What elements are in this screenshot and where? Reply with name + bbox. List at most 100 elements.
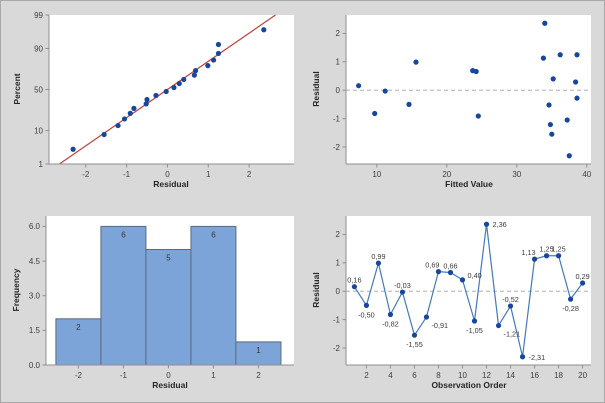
plot-area	[346, 216, 591, 365]
data-point-marker	[143, 101, 149, 107]
x-tick-label: 4	[388, 371, 393, 380]
data-point-marker	[507, 303, 514, 309]
point-value-label: 1,25	[551, 245, 565, 254]
y-axis-title-histogram: Frequency	[11, 268, 21, 312]
point-value-label: -0,52	[502, 295, 519, 304]
data-point-marker	[564, 117, 570, 123]
data-point-marker	[261, 27, 267, 33]
y-tick-label: 3.0	[29, 291, 41, 300]
data-point-marker	[411, 332, 418, 338]
point-value-label: -1,21	[504, 330, 521, 339]
point-value-label: 0,16	[347, 276, 361, 285]
data-point-marker	[181, 76, 187, 83]
data-points	[351, 221, 586, 360]
x-axis-title-histogram: Residual	[152, 380, 188, 390]
data-point-marker	[153, 92, 159, 99]
y-tick-label: 4.5	[29, 257, 41, 266]
x-tick-label: 18	[554, 371, 563, 380]
data-point-marker	[351, 284, 358, 290]
point-value-label: -1,55	[406, 340, 423, 349]
data-point-marker	[215, 41, 222, 48]
histogram-bar	[100, 225, 147, 366]
data-point-marker	[573, 79, 579, 85]
data-point-marker	[546, 102, 552, 108]
data-point-marker	[356, 83, 362, 89]
axes	[45, 216, 294, 366]
point-value-labels: 0,16 -0,50 0,99 -0,82 -0,03 -1,55 -0,91 0,69 0,6…	[347, 220, 589, 362]
y-tick-label: 50	[34, 85, 43, 94]
data-point-marker	[375, 260, 382, 266]
data-point-marker	[115, 122, 121, 129]
point-value-label: -0,03	[394, 281, 411, 290]
x-tick-label: 20	[442, 170, 451, 179]
data-point-marker	[459, 277, 466, 283]
x-tick-label: 10	[458, 371, 467, 380]
y-tick-label: 90	[34, 44, 43, 53]
residuals-vs-fitted-plot: 10 20 30 40 -2 -1 0 1 2	[333, 15, 592, 179]
data-point-marker	[387, 311, 394, 318]
x-tick-label: 1	[206, 170, 211, 179]
x-axis-title-fitted-plot: Fitted Value	[445, 179, 493, 189]
data-point-marker	[435, 269, 442, 275]
plot-area	[49, 15, 294, 164]
point-value-label: 1,25	[539, 245, 553, 254]
data-point-marker	[163, 88, 169, 95]
x-tick-label: -2	[82, 170, 90, 179]
y-tick-label: 99	[34, 11, 43, 20]
data-point-marker	[131, 105, 137, 111]
x-tick-label: 2	[256, 371, 261, 380]
y-tick-label: 1	[39, 160, 44, 169]
point-value-label: -0,50	[358, 310, 375, 319]
y-tick-label: 6.0	[29, 222, 41, 231]
data-point-marker	[540, 55, 546, 61]
histogram-bar	[55, 318, 102, 366]
x-axis-title-order-plot: Observation Order	[431, 380, 507, 390]
point-value-label: 0,29	[575, 272, 589, 281]
point-value-label: 1,13	[521, 248, 535, 257]
data-point-marker	[550, 76, 556, 82]
x-tick-label: -2	[75, 371, 83, 380]
data-point-marker	[176, 80, 182, 87]
data-point-marker	[101, 131, 107, 138]
data-point-marker	[121, 116, 128, 122]
data-point-marker	[473, 68, 479, 75]
y-tick-label: -1	[333, 315, 341, 324]
data-point-marker	[171, 84, 177, 91]
data-point-marker	[70, 146, 76, 152]
x-tick-label: 12	[482, 371, 491, 380]
axes	[345, 216, 591, 366]
data-point-marker	[483, 221, 490, 227]
data-points	[356, 20, 580, 159]
data-point-marker	[531, 256, 538, 262]
data-point-marker	[471, 318, 478, 324]
x-tick-label: 0	[166, 371, 171, 380]
y-axis-title-normal-plot: Percent	[12, 73, 22, 105]
y-axis-title-order-plot: Residual	[311, 272, 321, 308]
histogram-bar	[145, 248, 192, 366]
y-tick-label: 0.0	[29, 361, 41, 370]
x-tick-label: 2	[247, 170, 252, 179]
y-tick-label: 0	[336, 86, 341, 95]
point-value-label: -0,82	[382, 319, 399, 328]
data-point-marker	[555, 253, 562, 259]
data-point-marker	[215, 50, 222, 57]
y-axis-title-fitted-plot: Residual	[311, 71, 321, 107]
data-point-marker	[519, 354, 526, 360]
point-value-label: -0,91	[431, 321, 448, 330]
bar-count-label: 2	[76, 323, 81, 332]
x-axis-title-normal-plot: Residual	[153, 179, 189, 189]
point-value-label: 0,69	[425, 261, 439, 270]
x-tick-label: 16	[530, 371, 539, 380]
data-point-marker	[372, 110, 378, 117]
y-tick-label: -2	[333, 143, 341, 152]
point-value-label: -2,31	[529, 353, 546, 362]
data-point-marker	[399, 289, 406, 295]
y-tick-label: 2	[336, 29, 341, 38]
x-tick-label: 20	[578, 371, 587, 380]
point-value-label: -1,05	[466, 326, 483, 335]
data-point-marker	[543, 253, 550, 259]
data-point-marker	[495, 322, 502, 329]
data-point-marker	[406, 101, 412, 107]
y-tick-label: 10	[34, 126, 43, 135]
x-tick-label: -1	[123, 170, 131, 179]
